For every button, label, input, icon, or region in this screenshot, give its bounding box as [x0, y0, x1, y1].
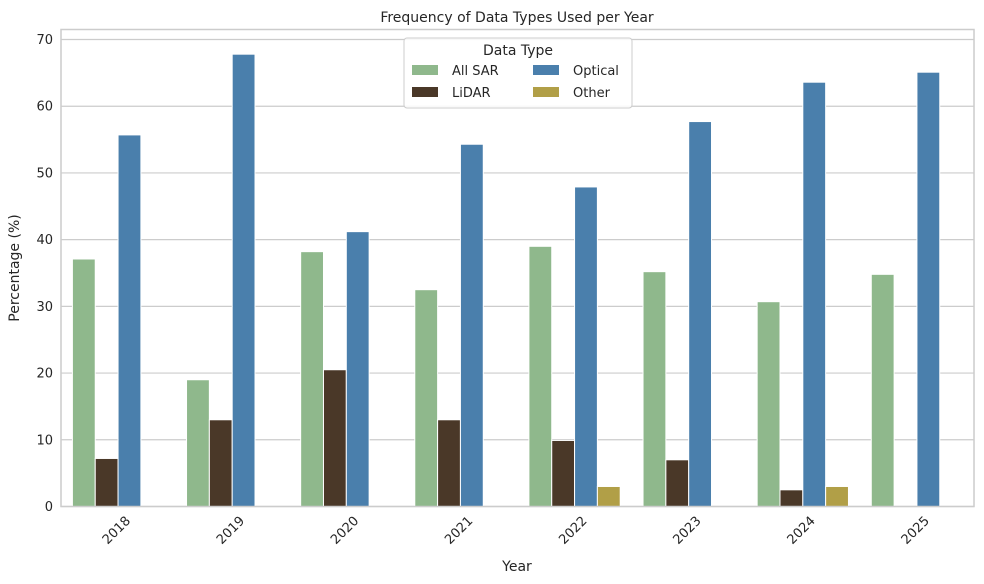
bar-lidar	[322, 369, 347, 507]
bar-all-sar	[186, 379, 210, 507]
legend-swatch	[533, 65, 559, 75]
legend-label: Optical	[573, 64, 619, 79]
bar-optical	[688, 121, 713, 508]
bar-optical	[802, 81, 827, 508]
legend-label: Other	[573, 86, 611, 101]
bar-all-sar	[71, 258, 96, 507]
legend-swatch	[412, 87, 438, 97]
bar-other	[825, 485, 849, 508]
bar-lidar	[437, 419, 461, 508]
x-tick-label: 2025	[899, 514, 933, 548]
y-tick-label: 70	[36, 33, 53, 48]
bar-optical	[459, 143, 484, 507]
bar-lidar	[665, 459, 690, 507]
bar-optical	[345, 231, 370, 507]
bar-lidar	[779, 489, 804, 508]
bar-optical	[916, 71, 941, 507]
bar-all-sar	[414, 289, 439, 507]
y-tick-label: 0	[45, 500, 53, 515]
y-tick-label: 40	[36, 233, 53, 248]
x-axis-label: Year	[501, 559, 532, 575]
legend-box	[403, 37, 633, 109]
y-tick-label: 50	[36, 166, 53, 181]
legend-label: All SAR	[452, 64, 499, 79]
bar-optical	[574, 186, 598, 507]
plot-frame	[60, 28, 975, 508]
bar-lidar	[551, 439, 576, 508]
legend-label: LiDAR	[452, 86, 491, 101]
x-tick-label: 2024	[785, 514, 819, 548]
bar-other	[596, 485, 621, 508]
bar-all-sar	[870, 273, 895, 507]
x-tick-label: 2021	[442, 514, 476, 548]
y-axis-label: Percentage (%)	[7, 214, 23, 321]
bar-all-sar	[528, 245, 553, 507]
y-tick-label: 30	[36, 300, 53, 315]
bar-all-sar	[642, 271, 667, 507]
y-tick-label: 60	[36, 100, 53, 115]
x-tick-label: 2020	[328, 514, 362, 548]
x-tick-label: 2019	[214, 514, 248, 548]
chart-title: Frequency of Data Types Used per Year	[380, 10, 654, 26]
bar-optical	[117, 134, 142, 508]
x-tick-label: 2018	[100, 514, 134, 548]
legend: Data Type All SAR LiDAR Optical Other	[403, 37, 633, 109]
legend-title: Data Type	[483, 43, 553, 59]
x-tick-label: 2023	[671, 514, 705, 548]
bar-all-sar	[756, 301, 781, 507]
x-tick-label: 2022	[556, 514, 590, 548]
bar-optical	[231, 53, 256, 507]
legend-swatch	[533, 87, 559, 97]
legend-swatch	[412, 65, 438, 75]
y-tick-label: 10	[36, 433, 53, 448]
bar-all-sar	[300, 251, 324, 507]
bar-lidar	[94, 457, 119, 507]
bar-lidar	[208, 419, 233, 508]
y-tick-label: 20	[36, 367, 53, 382]
